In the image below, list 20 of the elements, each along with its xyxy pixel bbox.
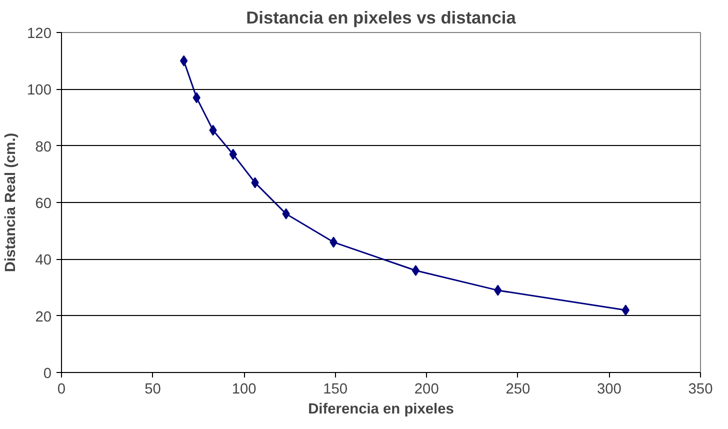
point [180,55,188,66]
y-axis-title: Distancia Real (cm.) [3,132,20,272]
y-tick-label: 20 [35,309,52,326]
x-tick-label: 50 [144,382,161,398]
y-tick-label: 60 [35,196,52,212]
x-tick-label: 350 [688,382,713,398]
y-tick-label: 100 [27,82,52,99]
y-tick-label: 0 [43,366,52,382]
y-tick-label: 120 [27,26,52,42]
chart-title: Distancia en pixeles vs distancia [246,8,516,28]
x-tick-label: 300 [596,382,622,398]
point [412,265,420,276]
x-tick-label: 200 [414,382,439,398]
y-tick-label: 80 [35,139,52,156]
x-tick-label: 0 [57,382,66,398]
x-tick-label: 150 [323,382,348,398]
y-tick-label: 40 [35,252,52,269]
x-tick-label: 100 [232,382,256,398]
x-tick-label: 250 [506,382,530,398]
x-axis-title: Diferencia en pixeles [308,402,454,418]
